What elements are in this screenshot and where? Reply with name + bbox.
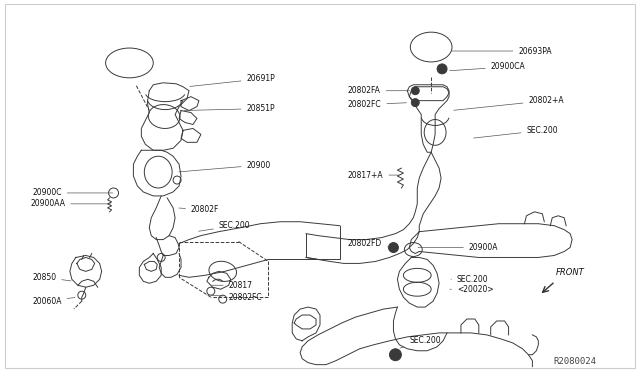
Text: 20802FC: 20802FC <box>212 293 262 302</box>
Circle shape <box>390 349 401 361</box>
Text: <20020>: <20020> <box>450 285 493 294</box>
Text: 20817: 20817 <box>212 281 253 290</box>
Text: SEC.200: SEC.200 <box>198 221 250 231</box>
Text: 20802FC: 20802FC <box>348 100 406 109</box>
Text: 20802F: 20802F <box>179 205 220 214</box>
Text: SEC.200: SEC.200 <box>451 275 488 284</box>
Text: 20850: 20850 <box>32 273 71 282</box>
Text: 20817+A: 20817+A <box>348 171 399 180</box>
Circle shape <box>388 243 399 253</box>
Text: 20900CA: 20900CA <box>450 62 525 71</box>
Text: R2080024: R2080024 <box>553 357 596 366</box>
Text: 20900AA: 20900AA <box>30 199 111 208</box>
Text: 20693PA: 20693PA <box>452 46 552 55</box>
Circle shape <box>412 99 419 107</box>
Circle shape <box>437 64 447 74</box>
Text: 20060A: 20060A <box>32 296 75 306</box>
Text: 20802FA: 20802FA <box>348 86 410 95</box>
Text: 20900: 20900 <box>179 161 271 172</box>
Text: 20900A: 20900A <box>418 243 499 252</box>
Text: 20691P: 20691P <box>190 74 275 86</box>
Text: 20802FD: 20802FD <box>348 239 388 248</box>
Text: 20900C: 20900C <box>32 189 113 198</box>
Text: 20802+A: 20802+A <box>454 96 564 110</box>
Text: SEC.200: SEC.200 <box>400 336 441 348</box>
Text: 20851P: 20851P <box>184 104 275 113</box>
Circle shape <box>412 87 419 95</box>
Text: SEC.200: SEC.200 <box>474 126 558 138</box>
Text: FRONT: FRONT <box>556 268 585 277</box>
